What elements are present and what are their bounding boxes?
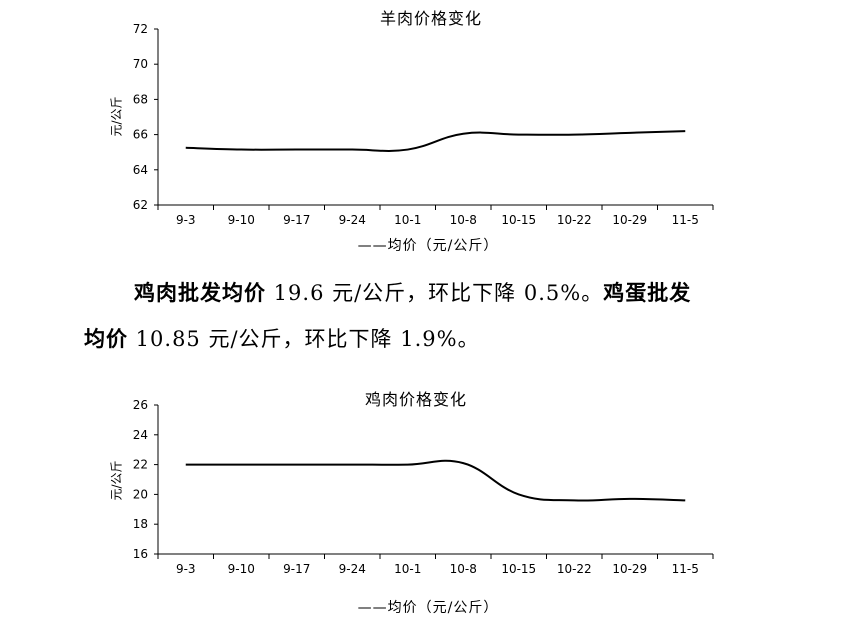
chart-plot: 16 18 20 22 24 26 9-3 9-10 9-17 9-24 10-1 10-8 10-15… xyxy=(0,378,862,633)
price-paragraph: 鸡肉批发均价 19.6 元/公斤，环比下降 0.5%。鸡蛋批发 均价 10.85… xyxy=(84,270,784,362)
y-tick-label: 72 xyxy=(133,22,148,36)
legend-label: ——均价（元/公斤） xyxy=(358,238,499,254)
y-tick-label: 24 xyxy=(133,428,148,442)
y-tick-label: 62 xyxy=(133,198,148,212)
y-tick-label: 18 xyxy=(133,517,148,531)
y-tick-label: 66 xyxy=(133,128,148,142)
x-tick-label: 9-17 xyxy=(283,213,310,227)
y-axis-label: 元/公斤 xyxy=(108,451,125,511)
chicken-price-text: 19.6 元/公斤，环比下降 0.5%。 xyxy=(266,281,603,305)
x-tick-label: 10-29 xyxy=(612,562,647,576)
x-tick-label: 9-17 xyxy=(283,562,310,576)
y-tick-label: 26 xyxy=(133,398,148,412)
egg-price-heading-a: 鸡蛋批发 xyxy=(603,280,691,305)
y-tick-label: 20 xyxy=(133,487,148,501)
y-tick-label: 70 xyxy=(133,57,148,71)
paragraph-line-1: 鸡肉批发均价 19.6 元/公斤，环比下降 0.5%。鸡蛋批发 xyxy=(84,270,784,316)
x-tick-label: 10-29 xyxy=(612,213,647,227)
chicken-price-heading: 鸡肉批发均价 xyxy=(134,280,266,305)
x-tick-label: 9-3 xyxy=(176,213,196,227)
x-tick-label: 9-24 xyxy=(339,562,366,576)
x-tick-label: 11-5 xyxy=(672,213,699,227)
x-tick-label: 10-8 xyxy=(450,213,477,227)
x-tick-label: 9-24 xyxy=(339,213,366,227)
x-tick-label: 10-15 xyxy=(501,213,536,227)
egg-price-heading-b: 均价 xyxy=(84,326,128,351)
x-tick-label: 10-15 xyxy=(501,562,536,576)
x-tick-label: 10-8 xyxy=(450,562,477,576)
legend-label: ——均价（元/公斤） xyxy=(358,600,499,616)
x-tick-label: 10-1 xyxy=(394,562,421,576)
y-axis-label: 元/公斤 xyxy=(108,87,125,147)
chart-plot: 62 64 66 68 70 72 9-3 9-10 9-17 9-24 10-1 10-8 10-15… xyxy=(0,0,862,255)
y-tick-label: 22 xyxy=(133,458,148,472)
series-line xyxy=(186,131,686,151)
y-tick-label: 16 xyxy=(133,547,148,561)
y-tick-label: 64 xyxy=(133,163,148,177)
x-tick-label: 10-22 xyxy=(557,213,592,227)
legend: ——均价（元/公斤） xyxy=(0,597,859,617)
x-tick-label: 10-22 xyxy=(557,562,592,576)
legend: ——均价（元/公斤） xyxy=(0,235,859,255)
x-tick-label: 9-10 xyxy=(228,213,255,227)
x-tick-label: 11-5 xyxy=(672,562,699,576)
paragraph-line-2: 均价 10.85 元/公斤，环比下降 1.9%。 xyxy=(84,327,480,351)
series-line xyxy=(186,461,686,501)
egg-price-text: 10.85 元/公斤，环比下降 1.9%。 xyxy=(128,327,480,351)
y-tick-label: 68 xyxy=(133,92,148,106)
x-tick-label: 9-10 xyxy=(228,562,255,576)
x-tick-label: 9-3 xyxy=(176,562,196,576)
x-tick-label: 10-1 xyxy=(394,213,421,227)
